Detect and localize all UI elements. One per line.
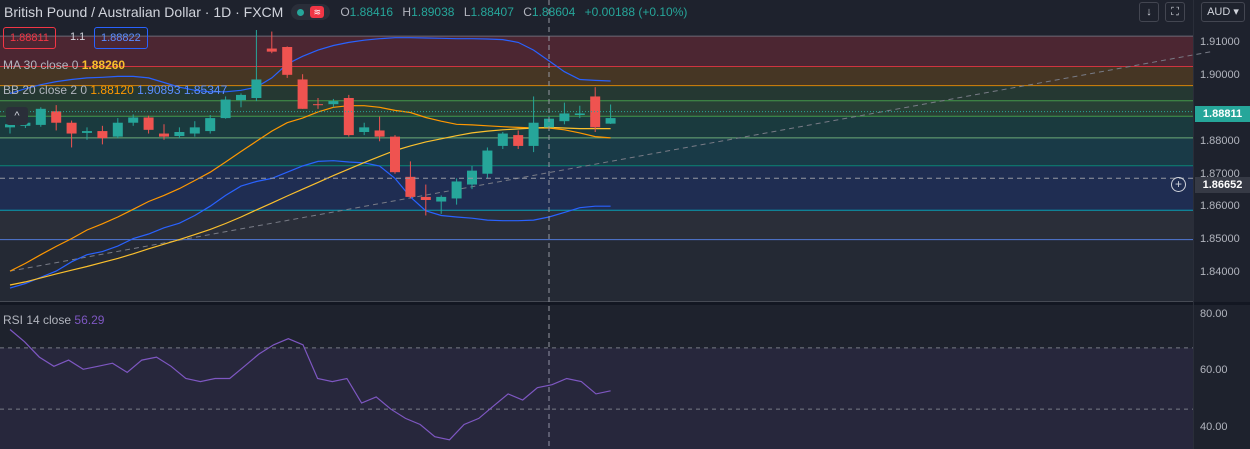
ma30-line (9, 126, 611, 286)
fullscreen-icon: ⛶ (1171, 6, 1179, 18)
chevron-up-icon: ^ (14, 110, 20, 122)
open-value: 1.88416 (349, 5, 394, 19)
candle-body (97, 131, 108, 139)
market-open-icon (297, 8, 305, 16)
candle-body (482, 150, 493, 174)
collapse-legend-button[interactable]: ^ (6, 107, 28, 125)
fib-band (0, 239, 1193, 302)
spread-value: 1.1 (70, 31, 86, 43)
ma-name: MA 30 close 0 (3, 58, 79, 72)
price-tick: 1.91000 (1200, 36, 1240, 48)
candle-body (112, 122, 123, 137)
candle-body (497, 133, 508, 146)
rsi-tick: 40.00 (1200, 421, 1228, 433)
price-tick: 1.90000 (1200, 69, 1240, 81)
fullscreen-button[interactable]: ⛶ (1165, 2, 1185, 22)
rsi-value: 56.29 (74, 313, 105, 327)
bb-name: BB 20 close 2 0 (3, 83, 88, 97)
candle-body (143, 117, 154, 130)
rsi-tick: 60.00 (1200, 364, 1228, 376)
candle-body (405, 176, 416, 197)
rsi-tick: 80.00 (1200, 308, 1228, 320)
candle-body (420, 196, 431, 200)
price-tick: 1.84000 (1200, 266, 1240, 278)
candle-body (5, 124, 15, 128)
rsi-line (9, 329, 611, 441)
currency-select[interactable]: AUD ▾ (1201, 2, 1245, 22)
candle-body (359, 127, 370, 132)
fib-band (0, 165, 1193, 211)
trend-line (9, 51, 1212, 272)
ma-value: 1.88260 (81, 58, 126, 72)
candle-body (220, 99, 231, 119)
candle-body (605, 118, 616, 124)
legend-header: British Pound / Australian Dollar · 1D ·… (4, 3, 693, 21)
candle-body (189, 127, 200, 134)
fib-band (0, 36, 1193, 67)
candle-body (236, 94, 246, 101)
bb-upper-line (9, 37, 611, 94)
fib-band (0, 137, 1193, 166)
fib-band (0, 210, 1193, 240)
rsi-name: RSI 14 close (3, 313, 72, 327)
bb-basis-value: 1.88120 (90, 83, 134, 97)
arrow-down-icon: ↓ (1146, 6, 1152, 18)
current-price-label: 1.88811 (1195, 106, 1250, 122)
candle-body (544, 118, 554, 128)
market-status-pill[interactable]: ≋ (291, 4, 331, 20)
plus-icon[interactable]: + (1171, 177, 1186, 192)
candle-body (343, 98, 354, 136)
candle-body (467, 170, 477, 185)
ohlc-values: O1.88416 H1.89038 L1.88407 C1.88604 +0.0… (340, 5, 688, 19)
low-value: 1.88407 (470, 5, 514, 19)
candle-body (328, 101, 339, 105)
bb-lower-line (9, 160, 611, 289)
candle-body (528, 122, 539, 146)
chevron-down-icon: ▾ (1233, 6, 1239, 18)
price-tick: 1.88000 (1200, 135, 1240, 147)
candle-body (559, 113, 570, 122)
candle-body (128, 117, 139, 123)
candle-body (205, 118, 216, 132)
candle-body (313, 104, 323, 106)
rsi-band (0, 347, 1193, 449)
candle-body (51, 111, 62, 123)
change-value: +0.00188 (+0.10%) (584, 5, 688, 19)
symbol-title[interactable]: British Pound / Australian Dollar · 1D ·… (4, 4, 284, 20)
candle-body (374, 130, 385, 137)
currency-label: AUD (1207, 6, 1231, 18)
candle-body (282, 47, 293, 75)
candle-body (451, 181, 462, 199)
rsi-legend[interactable]: RSI 14 close 56.29 (3, 313, 104, 327)
candle-body (297, 79, 308, 109)
scroll-down-button[interactable]: ↓ (1139, 2, 1159, 22)
buy-button[interactable]: 1.88822 (94, 27, 148, 49)
crosshair-price-label: 1.86652 (1195, 177, 1250, 193)
price-tick: 1.85000 (1200, 233, 1240, 245)
price-tick: 1.86000 (1200, 200, 1240, 212)
candle-body (513, 135, 524, 146)
candle-body (266, 48, 277, 52)
bb-upper-value: 1.90893 (137, 83, 181, 97)
candle-body (590, 96, 601, 128)
bb-basis-line (9, 105, 611, 272)
candle-body (436, 196, 447, 202)
candle-body (574, 113, 585, 115)
candle-body (174, 132, 185, 137)
candle-body (35, 108, 46, 125)
sell-button[interactable]: 1.88811 (3, 27, 56, 49)
bb-lower-value: 1.85347 (183, 83, 228, 97)
candle-body (82, 131, 92, 133)
candle-body (159, 133, 169, 137)
candle-body (66, 122, 77, 134)
high-value: 1.89038 (411, 5, 455, 19)
candle-body (390, 136, 400, 173)
market-status-icon: ≋ (310, 6, 325, 18)
close-value: 1.88604 (531, 5, 576, 19)
pane-separator (0, 302, 1250, 305)
candle-body (251, 79, 262, 98)
ma-legend[interactable]: MA 30 close 0 1.88260 (3, 58, 125, 72)
bb-legend[interactable]: BB 20 close 2 0 1.88120 1.90893 1.85347 (3, 83, 227, 97)
